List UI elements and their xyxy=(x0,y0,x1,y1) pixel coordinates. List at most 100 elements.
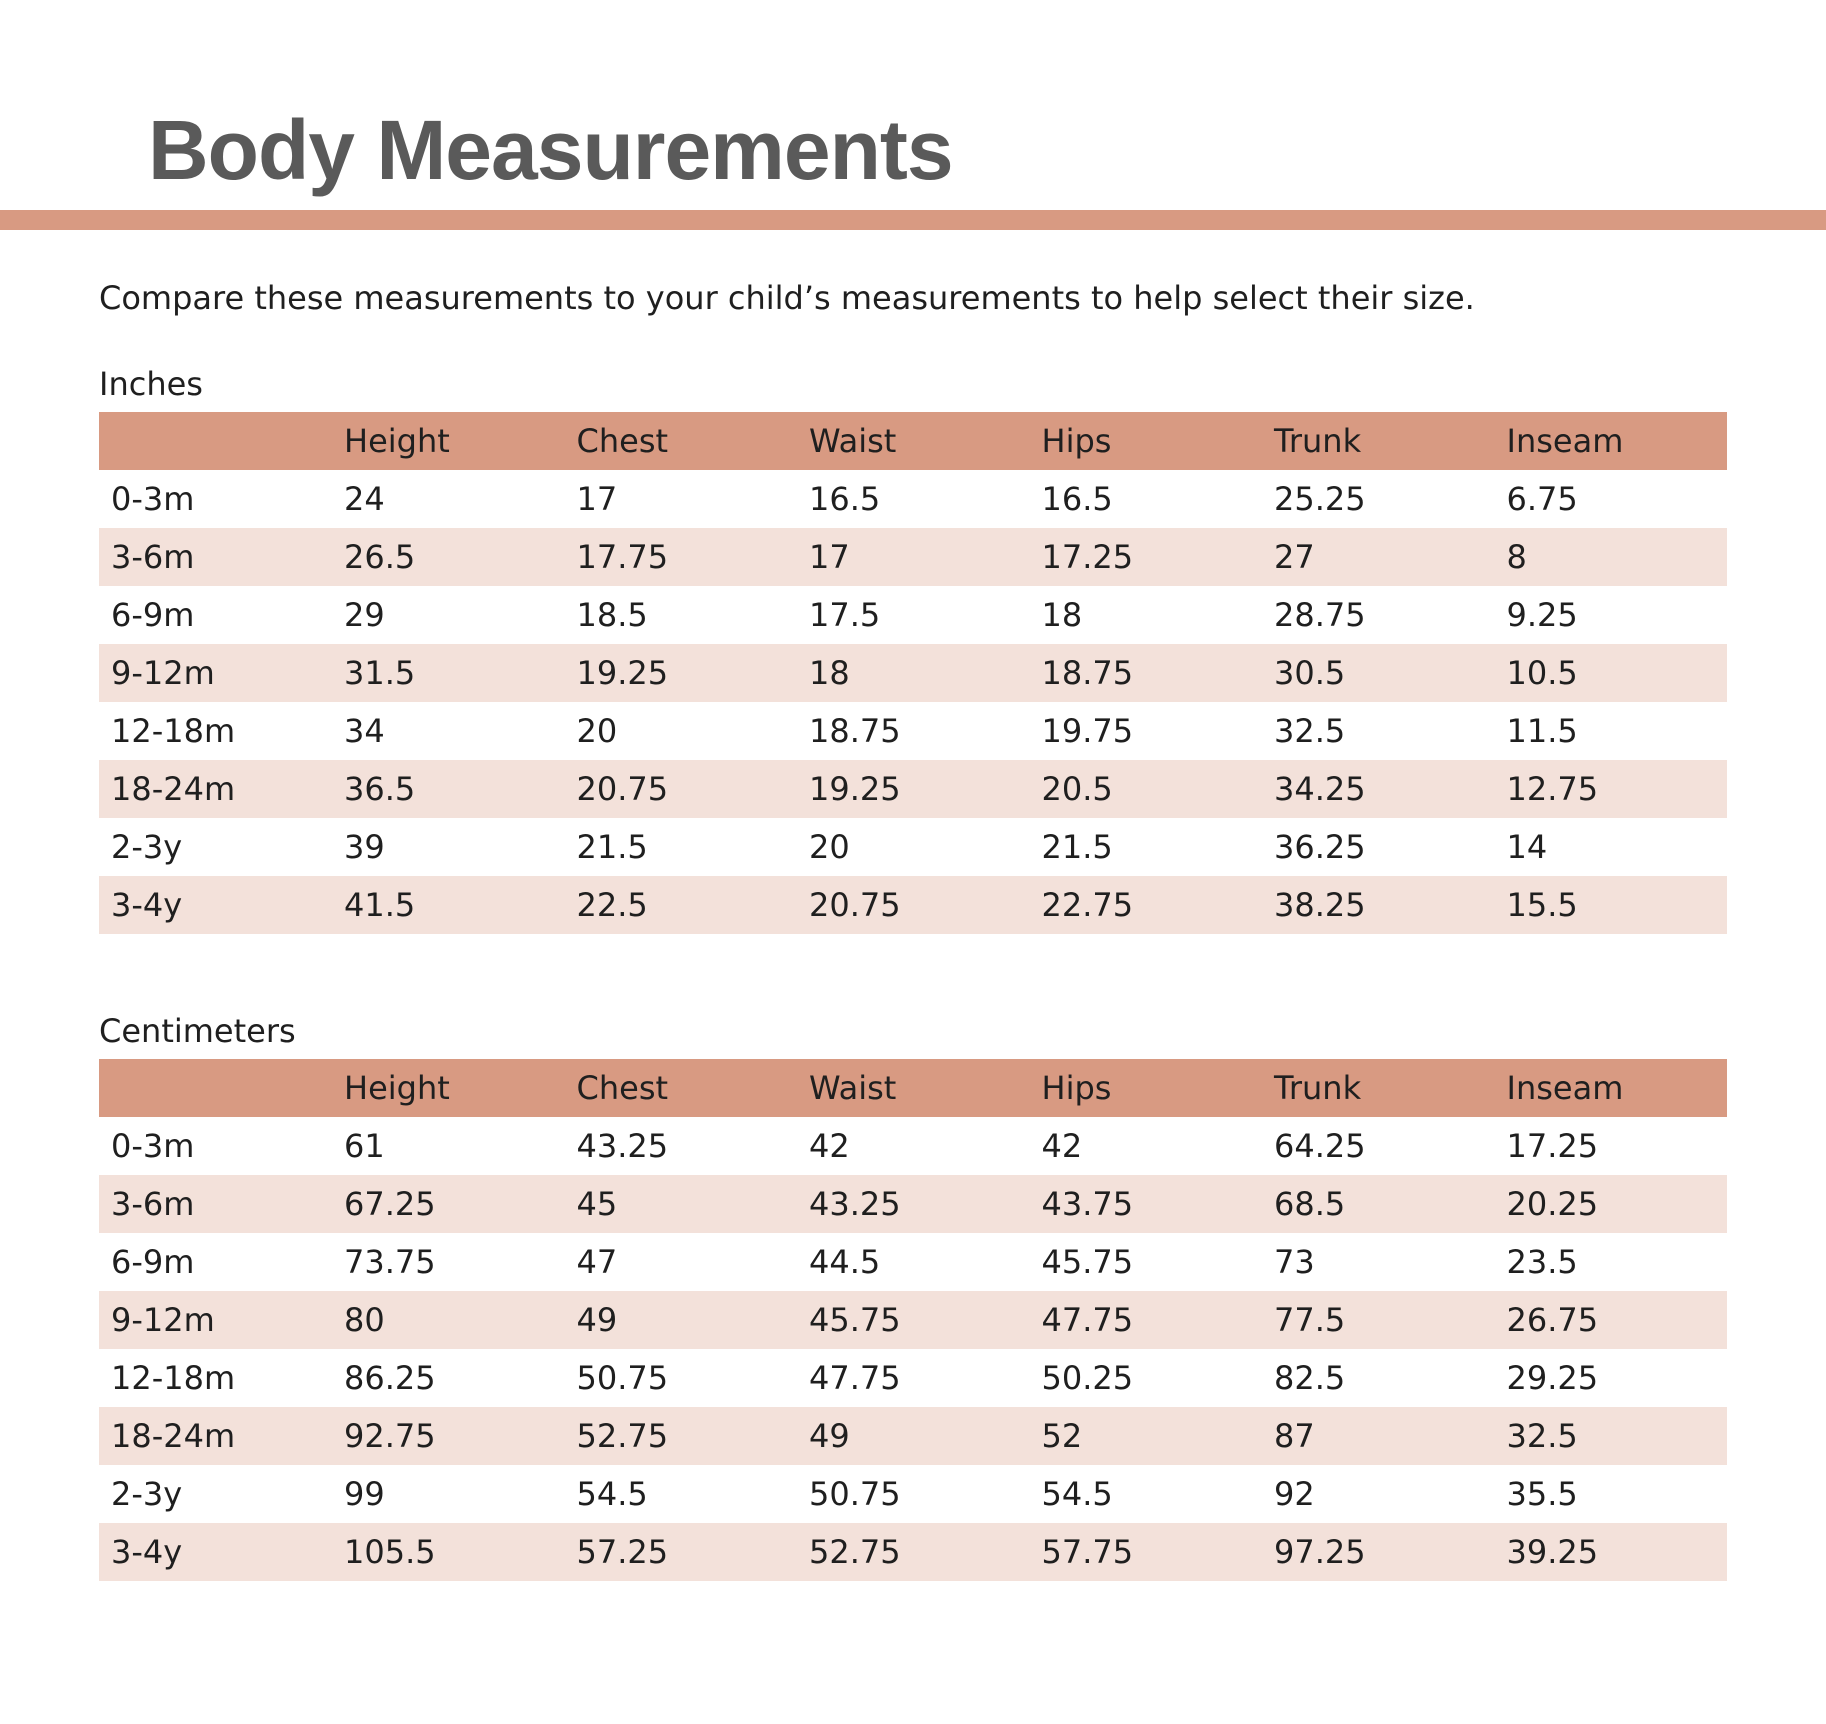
size-cell: 0-3m xyxy=(111,1127,195,1165)
inches-table: Height Chest Waist Hips Trunk Inseam 0-3… xyxy=(99,412,1727,934)
inches-section-label: Inches xyxy=(99,365,203,403)
waist-cell: 52.75 xyxy=(809,1533,901,1571)
inseam-cell: 8 xyxy=(1506,538,1527,576)
trunk-cell: 87 xyxy=(1274,1417,1315,1455)
trunk-cell: 92 xyxy=(1274,1475,1315,1513)
table-row: 3-6m 67.25 45 43.25 43.75 68.5 20.25 xyxy=(99,1175,1727,1233)
table-row: 3-4y 41.5 22.5 20.75 22.75 38.25 15.5 xyxy=(99,876,1727,934)
size-cell: 18-24m xyxy=(111,770,236,808)
height-cell: 41.5 xyxy=(344,886,416,924)
size-cell: 3-4y xyxy=(111,1533,183,1571)
size-cell: 6-9m xyxy=(111,596,195,634)
waist-cell: 16.5 xyxy=(809,480,881,518)
chest-cell: 21.5 xyxy=(576,828,648,866)
waist-cell: 42 xyxy=(809,1127,850,1165)
trunk-cell: 68.5 xyxy=(1274,1185,1346,1223)
waist-cell: 19.25 xyxy=(809,770,901,808)
size-cell: 2-3y xyxy=(111,1475,183,1513)
size-cell: 9-12m xyxy=(111,654,215,692)
table-row: 3-6m 26.5 17.75 17 17.25 27 8 xyxy=(99,528,1727,586)
height-cell: 61 xyxy=(344,1127,385,1165)
column-header-height: Height xyxy=(344,422,450,460)
waist-cell: 50.75 xyxy=(809,1475,901,1513)
trunk-cell: 64.25 xyxy=(1274,1127,1366,1165)
chest-cell: 49 xyxy=(576,1301,618,1339)
chest-cell: 18.5 xyxy=(576,596,648,634)
chest-cell: 57.25 xyxy=(576,1533,669,1571)
height-cell: 105.5 xyxy=(344,1533,436,1571)
waist-cell: 44.5 xyxy=(809,1243,881,1281)
trunk-cell: 34.25 xyxy=(1274,770,1366,808)
table-row: 6-9m 73.75 47 44.5 45.75 73 23.5 xyxy=(99,1233,1727,1291)
size-cell: 18-24m xyxy=(111,1417,236,1455)
column-header-chest: Chest xyxy=(576,422,669,460)
size-cell: 6-9m xyxy=(111,1243,195,1281)
inseam-cell: 23.5 xyxy=(1506,1243,1578,1281)
table-row: 2-3y 99 54.5 50.75 54.5 92 35.5 xyxy=(99,1465,1727,1523)
height-cell: 67.25 xyxy=(344,1185,436,1223)
hips-cell: 42 xyxy=(1041,1127,1083,1165)
table-row: 9-12m 80 49 45.75 47.75 77.5 26.75 xyxy=(99,1291,1727,1349)
column-header-waist: Waist xyxy=(809,1069,897,1107)
trunk-cell: 77.5 xyxy=(1274,1301,1346,1339)
hips-cell: 19.75 xyxy=(1041,712,1134,750)
trunk-cell: 27 xyxy=(1274,538,1315,576)
intro-text: Compare these measurements to your child… xyxy=(99,279,1475,317)
inseam-cell: 26.75 xyxy=(1506,1301,1599,1339)
inseam-cell: 14 xyxy=(1506,828,1548,866)
height-cell: 86.25 xyxy=(344,1359,436,1397)
height-cell: 36.5 xyxy=(344,770,416,808)
hips-cell: 20.5 xyxy=(1041,770,1113,808)
column-header-inseam: Inseam xyxy=(1506,1069,1624,1107)
height-cell: 24 xyxy=(344,480,385,518)
column-header-trunk: Trunk xyxy=(1274,1069,1362,1107)
column-header-size xyxy=(99,412,332,470)
waist-cell: 18.75 xyxy=(809,712,901,750)
height-cell: 29 xyxy=(344,596,385,634)
column-header-inseam: Inseam xyxy=(1506,422,1624,460)
waist-cell: 17 xyxy=(809,538,850,576)
column-header-hips: Hips xyxy=(1041,422,1112,460)
chest-cell: 52.75 xyxy=(576,1417,669,1455)
table-header-row: Height Chest Waist Hips Trunk Inseam xyxy=(99,1059,1727,1117)
height-cell: 99 xyxy=(344,1475,385,1513)
waist-cell: 18 xyxy=(809,654,850,692)
size-cell: 3-4y xyxy=(111,886,183,924)
waist-cell: 20.75 xyxy=(809,886,901,924)
trunk-cell: 32.5 xyxy=(1274,712,1346,750)
column-header-chest: Chest xyxy=(576,1069,669,1107)
hips-cell: 54.5 xyxy=(1041,1475,1113,1513)
table-row: 3-4y 105.5 57.25 52.75 57.75 97.25 39.25 xyxy=(99,1523,1727,1581)
chest-cell: 20.75 xyxy=(576,770,669,808)
table-row: 18-24m 92.75 52.75 49 52 87 32.5 xyxy=(99,1407,1727,1465)
hips-cell: 18.75 xyxy=(1041,654,1134,692)
chest-cell: 22.5 xyxy=(576,886,648,924)
centimeters-table: Height Chest Waist Hips Trunk Inseam 0-3… xyxy=(99,1059,1727,1581)
chest-cell: 54.5 xyxy=(576,1475,648,1513)
trunk-cell: 25.25 xyxy=(1274,480,1366,518)
chest-cell: 17 xyxy=(576,480,618,518)
waist-cell: 49 xyxy=(809,1417,850,1455)
waist-cell: 45.75 xyxy=(809,1301,901,1339)
table-row: 9-12m 31.5 19.25 18 18.75 30.5 10.5 xyxy=(99,644,1727,702)
hips-cell: 52 xyxy=(1041,1417,1083,1455)
chest-cell: 43.25 xyxy=(576,1127,669,1165)
chest-cell: 17.75 xyxy=(576,538,669,576)
inseam-cell: 15.5 xyxy=(1506,886,1578,924)
hips-cell: 22.75 xyxy=(1041,886,1134,924)
column-header-height: Height xyxy=(344,1069,450,1107)
chest-cell: 45 xyxy=(576,1185,618,1223)
inseam-cell: 20.25 xyxy=(1506,1185,1599,1223)
waist-cell: 17.5 xyxy=(809,596,881,634)
chest-cell: 47 xyxy=(576,1243,618,1281)
size-cell: 3-6m xyxy=(111,1185,195,1223)
height-cell: 73.75 xyxy=(344,1243,436,1281)
size-cell: 3-6m xyxy=(111,538,195,576)
hips-cell: 47.75 xyxy=(1041,1301,1134,1339)
hips-cell: 21.5 xyxy=(1041,828,1113,866)
table-row: 12-18m 34 20 18.75 19.75 32.5 11.5 xyxy=(99,702,1727,760)
hips-cell: 50.25 xyxy=(1041,1359,1134,1397)
trunk-cell: 28.75 xyxy=(1274,596,1366,634)
table-row: 0-3m 24 17 16.5 16.5 25.25 6.75 xyxy=(99,470,1727,528)
inseam-cell: 17.25 xyxy=(1506,1127,1599,1165)
